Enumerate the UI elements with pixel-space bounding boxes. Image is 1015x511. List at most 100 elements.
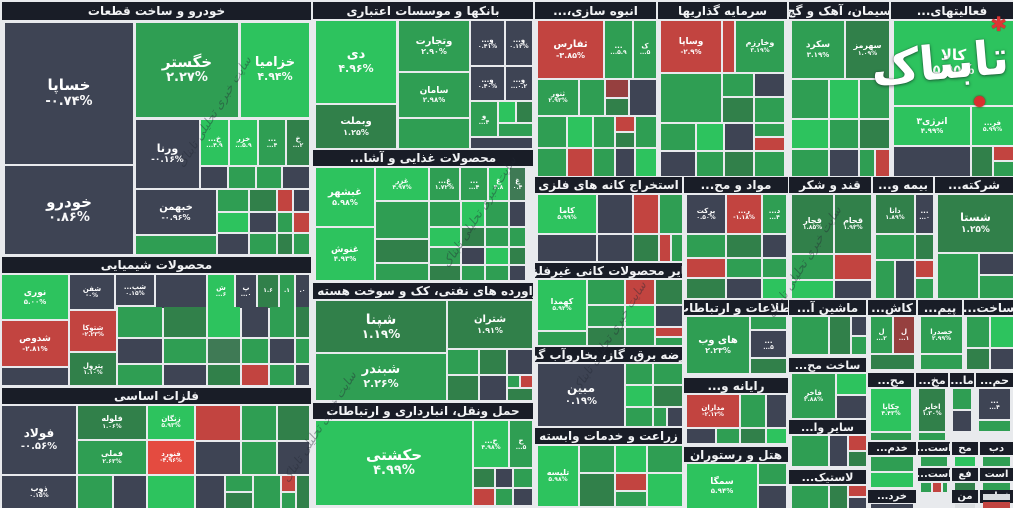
stock-tile-کاما[interactable]: کاما ۵.۹۹% <box>538 195 596 233</box>
stock-tile[interactable] <box>763 259 786 277</box>
stock-tile[interactable] <box>598 195 632 233</box>
stock-tile-چکاپا[interactable]: چکاپا ۴.۴۳% <box>871 389 911 431</box>
stock-tile[interactable] <box>296 307 309 337</box>
stock-tile-وخارزم[interactable]: وخارزم ۳.۱۹% <box>736 21 784 72</box>
stock-tile[interactable] <box>462 202 484 226</box>
stock-tile[interactable] <box>218 190 248 211</box>
stock-tile-خ[interactable]: خ ...۲ <box>287 120 309 165</box>
stock-tile-شبندر[interactable]: شبندر ۲.۲۶% <box>316 354 446 400</box>
stock-tile-ورنا[interactable]: ورنا -۰.۱۶% <box>136 120 199 188</box>
stock-tile[interactable] <box>723 98 753 122</box>
stock-tile-و...[interactable]: و... ۰.۴۰% <box>471 67 504 100</box>
stock-tile[interactable] <box>792 486 828 508</box>
stock-tile[interactable] <box>849 452 866 466</box>
stock-tile[interactable] <box>580 446 614 472</box>
stock-tile[interactable] <box>755 74 784 96</box>
stock-tile-سهرمز[interactable]: سهرمز ۱.۰۹% <box>846 21 889 78</box>
stock-tile[interactable] <box>751 359 786 373</box>
stock-tile[interactable] <box>136 236 216 254</box>
stock-tile[interactable] <box>830 486 847 508</box>
stock-tile[interactable] <box>661 124 695 150</box>
stock-tile[interactable] <box>980 276 1013 298</box>
stock-tile[interactable] <box>521 376 532 387</box>
stock-tile[interactable] <box>510 202 525 226</box>
stock-tile[interactable] <box>835 281 871 298</box>
stock-tile[interactable] <box>849 436 866 450</box>
stock-tile[interactable] <box>725 152 753 176</box>
stock-tile-خزر[interactable]: خزر ...۵.۹ <box>230 120 257 165</box>
stock-tile-شتران[interactable]: شتران ۱.۹۱% <box>448 301 532 348</box>
stock-tile[interactable] <box>118 339 162 363</box>
stock-tile[interactable] <box>499 102 515 122</box>
stock-tile[interactable] <box>114 476 146 508</box>
stock-tile-...[interactable]: ... ...۴ <box>461 168 487 200</box>
stock-tile[interactable] <box>568 149 592 176</box>
stock-tile[interactable] <box>588 306 624 326</box>
stock-tile-...[interactable]: ... ...۵.۹ <box>605 21 632 78</box>
stock-tile-سامان[interactable]: سامان ۲.۹۸% <box>399 73 469 117</box>
stock-tile[interactable] <box>894 147 970 176</box>
stock-tile-فاخر[interactable]: فاخر ۳.۸۸% <box>792 374 835 418</box>
stock-tile-خساپا[interactable]: خساپا -۰.۷۴% <box>5 23 133 164</box>
stock-tile[interactable] <box>661 152 695 176</box>
stock-tile[interactable] <box>218 213 248 232</box>
stock-tile[interactable] <box>727 235 761 257</box>
stock-tile-نوری[interactable]: نوری ۵.۰۰% <box>2 275 68 319</box>
stock-tile[interactable] <box>270 365 294 385</box>
stock-tile-خگستر[interactable]: خگستر ۲.۲۷% <box>136 23 238 117</box>
stock-tile[interactable] <box>755 152 784 176</box>
stock-tile[interactable] <box>598 235 632 261</box>
stock-tile[interactable] <box>164 307 206 337</box>
stock-tile[interactable] <box>278 213 292 232</box>
stock-tile[interactable] <box>953 389 971 409</box>
stock-tile[interactable] <box>871 504 913 508</box>
stock-tile-سکرد[interactable]: سکرد ۳.۱۹% <box>792 21 844 78</box>
stock-tile-غزر[interactable]: غزر ۴.۹۷% <box>376 168 428 200</box>
stock-tile[interactable] <box>837 396 866 418</box>
stock-tile[interactable] <box>668 408 682 426</box>
stock-tile[interactable] <box>486 202 508 226</box>
stock-tile[interactable] <box>953 411 971 431</box>
stock-tile-اخابر[interactable]: اخابر ۱.۳۰% <box>919 389 945 431</box>
stock-tile-ر...[interactable]: ر... -۱.۱۸% <box>727 195 761 233</box>
stock-tile[interactable] <box>991 317 1013 347</box>
stock-tile[interactable] <box>763 279 786 298</box>
stock-tile[interactable] <box>399 119 469 148</box>
stock-tile[interactable] <box>296 365 309 385</box>
stock-tile[interactable] <box>242 365 268 385</box>
stock-tile[interactable] <box>510 248 525 264</box>
stock-tile[interactable] <box>496 489 512 505</box>
stock-tile-برکت[interactable]: برکت ۰.۵۰% <box>687 195 725 233</box>
stock-tile-فولاد[interactable]: فولاد -۰.۵۶% <box>2 406 76 474</box>
stock-tile[interactable] <box>508 376 519 387</box>
stock-tile[interactable] <box>634 195 658 233</box>
stock-tile[interactable] <box>606 99 628 115</box>
stock-tile[interactable] <box>648 474 682 506</box>
stock-tile[interactable] <box>208 307 240 337</box>
stock-tile[interactable] <box>626 408 652 426</box>
stock-tile[interactable] <box>656 338 682 345</box>
stock-tile[interactable] <box>792 317 828 354</box>
stock-tile[interactable] <box>297 476 309 508</box>
stock-tile-شپنا[interactable]: شپنا ۱.۱۹% <box>316 301 446 352</box>
stock-tile[interactable] <box>606 80 628 97</box>
stock-tile[interactable] <box>852 337 866 354</box>
stock-tile-خزامیا[interactable]: خزامیا ۴.۹۴% <box>241 23 309 117</box>
stock-tile-دانا[interactable]: دانا ۱.۸۹% <box>876 195 914 233</box>
stock-tile[interactable] <box>871 433 911 440</box>
stock-tile[interactable] <box>741 429 765 443</box>
stock-tile[interactable] <box>656 280 682 304</box>
stock-tile-غ[interactable]: غ ۰.۴ <box>510 168 525 200</box>
stock-tile[interactable] <box>636 149 656 176</box>
stock-tile[interactable] <box>242 406 276 440</box>
stock-tile-شستا[interactable]: شستا ۱.۲۵% <box>938 195 1013 252</box>
stock-tile[interactable] <box>270 339 294 363</box>
stock-tile[interactable] <box>626 386 652 406</box>
stock-tile[interactable] <box>983 483 1010 492</box>
stock-tile[interactable] <box>164 339 206 363</box>
stock-tile[interactable] <box>860 120 889 148</box>
stock-tile[interactable] <box>876 235 914 259</box>
stock-tile[interactable] <box>616 149 634 176</box>
stock-tile[interactable] <box>294 234 309 254</box>
stock-tile[interactable] <box>792 255 833 279</box>
